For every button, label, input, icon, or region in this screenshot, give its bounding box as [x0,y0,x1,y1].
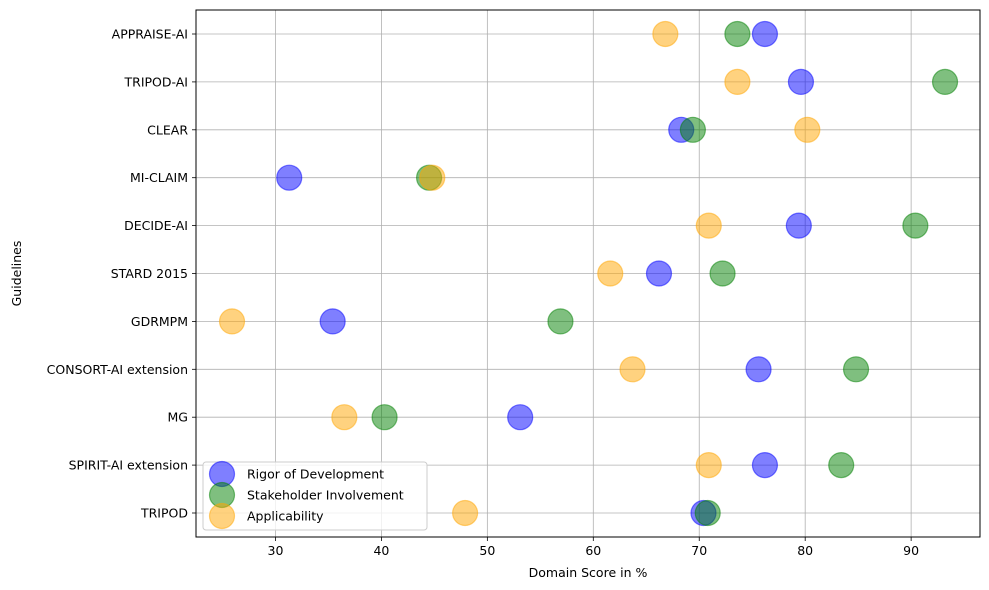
grid [196,10,980,537]
data-point-1 [751,20,779,48]
data-point-2 [724,20,751,48]
data-point-3 [695,452,722,479]
data-point-3 [218,308,246,335]
data-point-3 [695,212,722,239]
data-point-3 [652,20,679,48]
legend-box [202,461,428,531]
y-tick-label: CONSORT-AI extension [47,362,188,377]
x-axis-title: Domain Score in % [529,565,648,580]
data-point-1 [507,404,534,431]
x-tick-label: 70 [691,543,707,558]
data-point-2 [902,212,929,239]
x-tick-label: 40 [373,543,389,558]
data-point-1 [751,452,779,479]
legend-marker-3 [208,502,236,530]
data-point-2 [547,308,574,335]
y-tick-label: MG [168,410,188,425]
data-point-1 [319,308,346,335]
y-tick-label: MI-CLAIM [130,170,188,185]
data-point-3 [331,404,358,431]
data-point-3 [724,68,751,96]
data-point-2 [371,404,398,431]
data-point-3 [619,356,646,383]
data-point-2 [842,356,870,383]
y-tick-label: GDRMPM [131,314,188,329]
x-tick-label: 60 [585,543,601,558]
x-tick-label: 50 [479,543,495,558]
y-tick-label: DECIDE-AI [124,218,188,233]
data-points [218,20,959,527]
y-tick-label: STARD 2015 [111,266,188,281]
y-tick-label: CLEAR [147,122,188,137]
data-point-1 [276,164,303,191]
legend-label-3: Applicability [247,509,324,524]
y-tick-label: TRIPOD-AI [124,74,188,89]
data-point-2 [679,116,706,143]
data-point-2 [828,452,855,479]
legend: Rigor of Development Stakeholder Involvem… [202,460,428,531]
x-axis: 30 40 50 60 70 80 90 [268,537,919,558]
data-point-1 [645,260,673,287]
x-tick-label: 80 [797,543,813,558]
data-point-1 [785,212,812,239]
legend-label-1: Rigor of Development [247,467,384,482]
x-tick-label: 90 [903,543,919,558]
data-point-3 [597,260,624,287]
y-tick-label: SPIRIT-AI extension [69,458,188,473]
data-point-1 [787,68,815,96]
data-point-1 [745,356,772,383]
data-point-3 [419,164,446,191]
y-axis-title: Guidelines [9,241,24,307]
data-point-3 [794,116,821,143]
data-point-2 [694,499,721,527]
data-point-2 [931,68,959,96]
y-axis: APPRAISE-AI TRIPOD-AI CLEAR MI-CLAIM DECIDE-… [47,27,196,521]
legend-label-2: Stakeholder Involvement [247,488,404,503]
y-tick-label: APPRAISE-AI [112,27,188,42]
data-point-3 [452,499,479,527]
y-tick-label: TRIPOD [140,506,188,521]
x-tick-label: 30 [268,543,284,558]
data-point-2 [709,260,736,287]
